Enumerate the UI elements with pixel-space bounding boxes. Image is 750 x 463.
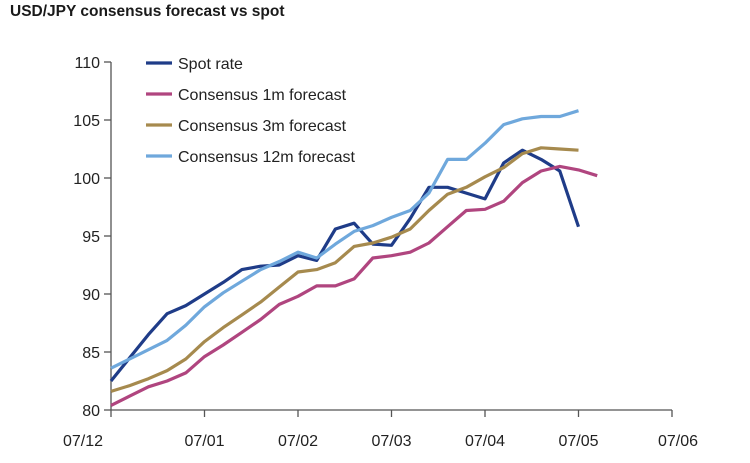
legend-label: Consensus 1m forecast bbox=[178, 87, 347, 104]
x-tick-label: 07/02 bbox=[278, 433, 318, 450]
y-tick-label: 90 bbox=[82, 287, 100, 304]
legend-label: Consensus 3m forecast bbox=[178, 118, 347, 135]
y-tick-label: 80 bbox=[82, 403, 100, 420]
series-line-2 bbox=[110, 164, 598, 407]
y-tick-label: 95 bbox=[82, 229, 100, 246]
y-axis-ticks: 80 85 90 95 100 105 110 bbox=[73, 55, 111, 420]
series-line-1 bbox=[109, 148, 581, 383]
x-tick-label: 07/05 bbox=[558, 433, 598, 450]
y-tick-label: 105 bbox=[73, 113, 100, 130]
y-tick-label: 100 bbox=[73, 171, 100, 188]
x-tick-label: 07/06 bbox=[658, 433, 698, 450]
x-axis-ticks: 07/12 07/01 07/02 07/03 07/04 07/05 07/06 bbox=[63, 410, 698, 450]
chart-title: USD/JPY consensus forecast vs spot bbox=[10, 3, 285, 20]
series-lines bbox=[109, 109, 598, 407]
y-tick-label: 85 bbox=[82, 345, 100, 362]
legend: Spot rate Consensus 1m forecast Consensus … bbox=[146, 56, 356, 166]
series-line-4 bbox=[110, 109, 579, 370]
series-line-3 bbox=[110, 146, 579, 393]
x-tick-label: 07/12 bbox=[63, 433, 103, 450]
y-tick-label: 110 bbox=[74, 55, 100, 72]
x-tick-label: 07/01 bbox=[184, 433, 224, 450]
legend-label: Spot rate bbox=[178, 56, 243, 73]
x-tick-label: 07/04 bbox=[465, 433, 505, 450]
legend-label: Consensus 12m forecast bbox=[178, 149, 356, 166]
x-tick-label: 07/03 bbox=[371, 433, 411, 450]
